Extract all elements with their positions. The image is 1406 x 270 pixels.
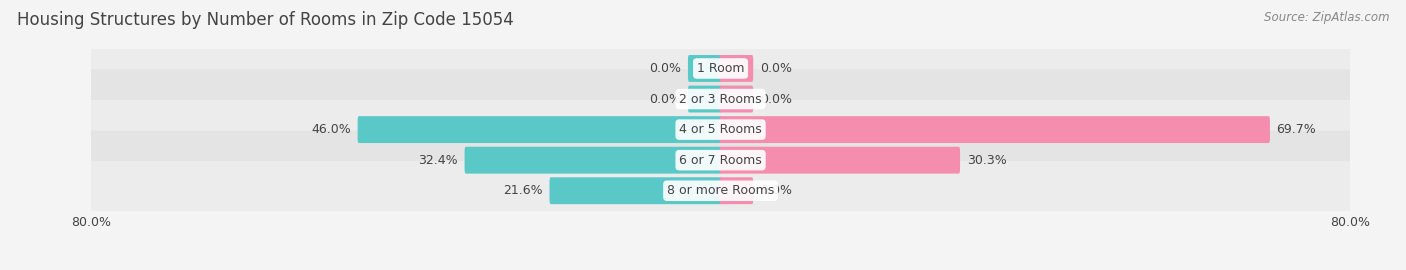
Text: 1 Room: 1 Room [697, 62, 744, 75]
FancyBboxPatch shape [87, 39, 1354, 98]
Text: 0.0%: 0.0% [759, 93, 792, 106]
Text: 4 or 5 Rooms: 4 or 5 Rooms [679, 123, 762, 136]
Text: 30.3%: 30.3% [967, 154, 1007, 167]
FancyBboxPatch shape [720, 116, 1270, 143]
FancyBboxPatch shape [720, 177, 754, 204]
FancyBboxPatch shape [87, 130, 1354, 190]
Text: 0.0%: 0.0% [650, 62, 682, 75]
FancyBboxPatch shape [87, 69, 1354, 129]
Text: 2 or 3 Rooms: 2 or 3 Rooms [679, 93, 762, 106]
FancyBboxPatch shape [688, 86, 721, 113]
Text: 32.4%: 32.4% [418, 154, 458, 167]
FancyBboxPatch shape [464, 147, 721, 174]
FancyBboxPatch shape [720, 147, 960, 174]
Text: 69.7%: 69.7% [1277, 123, 1316, 136]
FancyBboxPatch shape [720, 86, 754, 113]
Text: 8 or more Rooms: 8 or more Rooms [666, 184, 775, 197]
Legend: Owner-occupied, Renter-occupied: Owner-occupied, Renter-occupied [585, 266, 856, 270]
Text: 0.0%: 0.0% [759, 62, 792, 75]
FancyBboxPatch shape [688, 55, 721, 82]
FancyBboxPatch shape [357, 116, 721, 143]
FancyBboxPatch shape [720, 55, 754, 82]
FancyBboxPatch shape [87, 100, 1354, 159]
Text: 21.6%: 21.6% [503, 184, 543, 197]
Text: 46.0%: 46.0% [311, 123, 352, 136]
FancyBboxPatch shape [87, 161, 1354, 220]
Text: Source: ZipAtlas.com: Source: ZipAtlas.com [1264, 11, 1389, 24]
FancyBboxPatch shape [550, 177, 721, 204]
Text: 6 or 7 Rooms: 6 or 7 Rooms [679, 154, 762, 167]
Text: Housing Structures by Number of Rooms in Zip Code 15054: Housing Structures by Number of Rooms in… [17, 11, 513, 29]
Text: 0.0%: 0.0% [759, 184, 792, 197]
Text: 0.0%: 0.0% [650, 93, 682, 106]
